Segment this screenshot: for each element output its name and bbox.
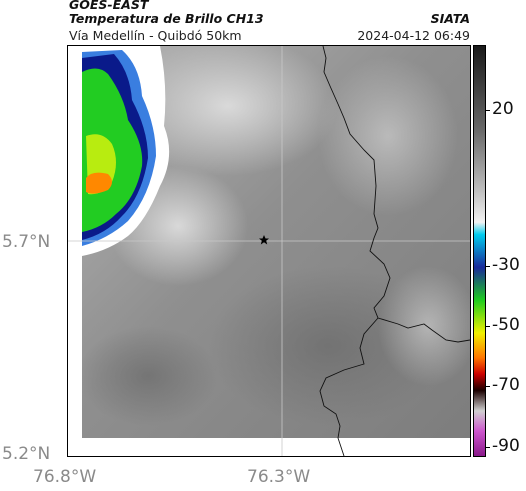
colorbar-label: -50 xyxy=(492,315,520,335)
boundary-line-south xyxy=(319,317,379,456)
colorbar-label: -30 xyxy=(492,255,520,275)
colorbar-label: -90 xyxy=(492,436,520,456)
location-label: Vía Medellín - Quibdó 50km xyxy=(69,28,242,43)
timestamp-label: 2024-04-12 06:49 xyxy=(357,28,470,43)
star-icon xyxy=(259,235,269,245)
colorbar xyxy=(473,45,486,457)
source-label: SIATA xyxy=(430,11,470,26)
colorbar-label: 20 xyxy=(492,99,514,119)
colorbar-tick xyxy=(485,110,490,111)
colorbar-tick xyxy=(485,266,490,267)
lon-tick-label: 76.3°W xyxy=(247,467,311,487)
colorbar-tick xyxy=(485,447,490,448)
lat-tick-label: 5.2°N xyxy=(2,444,51,464)
lon-tick-label: 76.8°W xyxy=(33,467,97,487)
colorbar-label: -70 xyxy=(492,375,520,395)
map-panel xyxy=(67,45,471,457)
colorbar-tick xyxy=(485,386,490,387)
map-canvas xyxy=(68,46,470,456)
product-title: Temperatura de Brillo CH13 xyxy=(69,11,264,26)
colorbar-tick xyxy=(485,326,490,327)
cloud-region xyxy=(82,46,170,256)
lat-tick-label: 5.7°N xyxy=(2,232,51,252)
boundary-line xyxy=(322,46,470,343)
satellite-name: GOES-EAST xyxy=(69,0,149,12)
